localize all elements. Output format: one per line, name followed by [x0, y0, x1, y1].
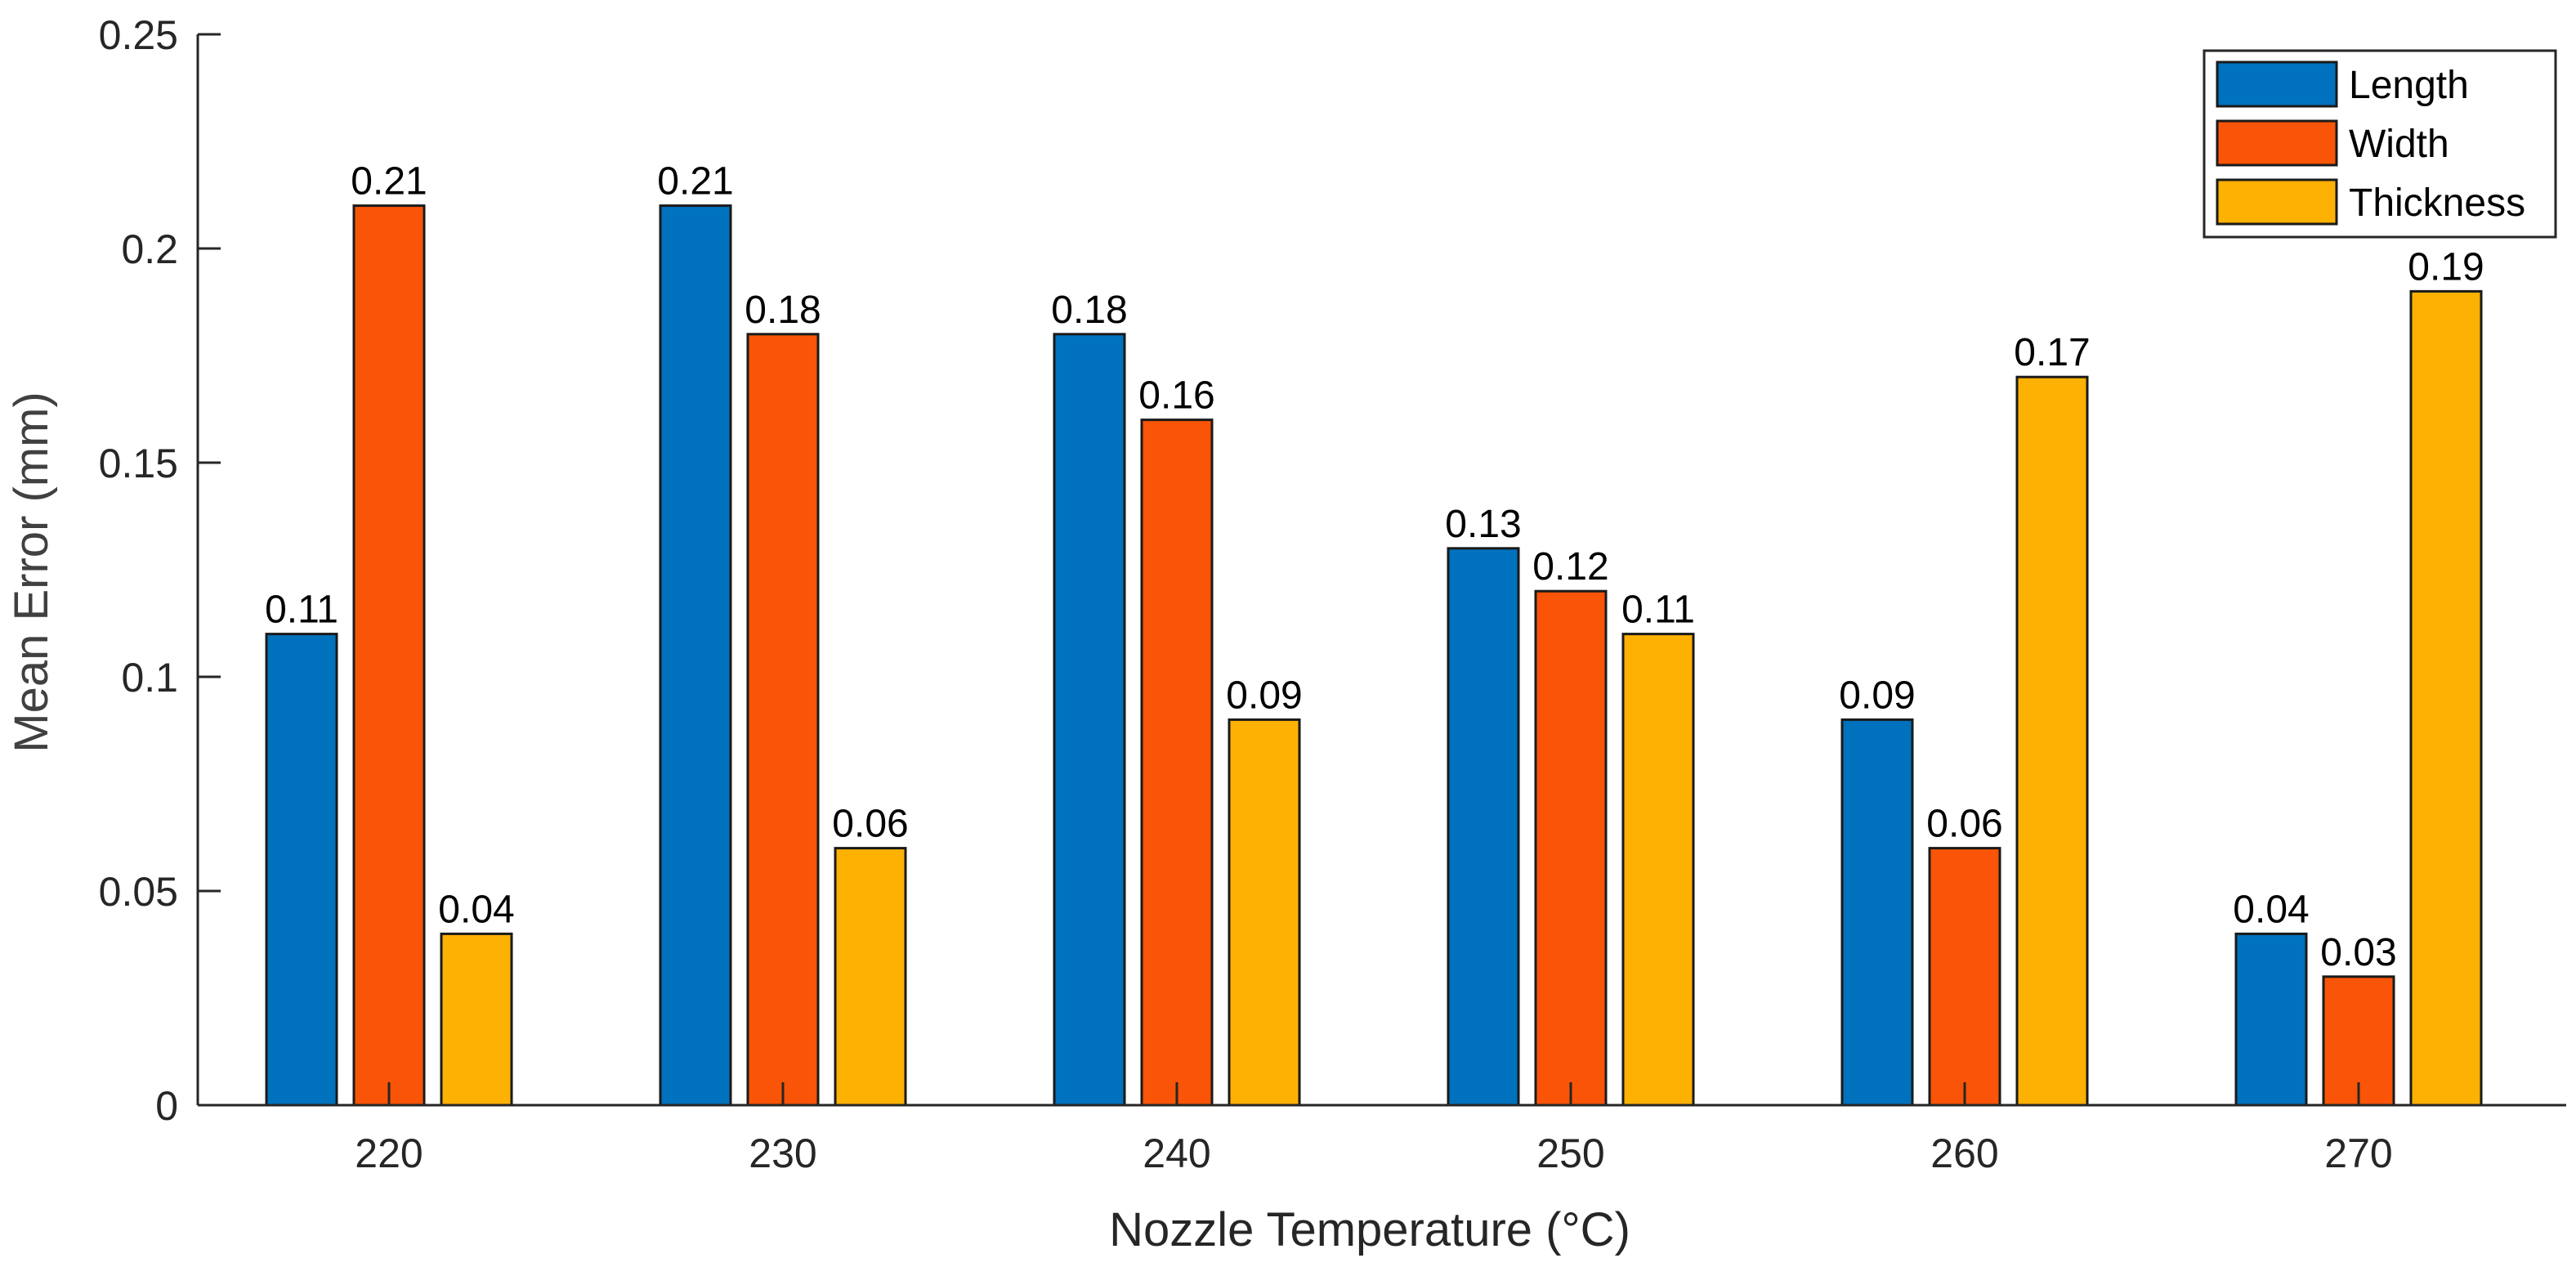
value-label-width-260: 0.06 [1926, 803, 2002, 846]
bar-thickness-220 [440, 932, 513, 1107]
value-label-thickness-270: 0.19 [2408, 245, 2484, 289]
legend: Length Width Thickness [2203, 49, 2557, 239]
bar-width-260 [1928, 847, 2001, 1107]
bar-length-230 [659, 204, 732, 1107]
bar-length-270 [2234, 932, 2308, 1107]
x-tick-label-230: 230 [749, 1130, 816, 1176]
legend-swatch-length [2216, 60, 2338, 108]
bar-length-260 [1840, 718, 1914, 1107]
bar-width-230 [746, 333, 820, 1107]
value-label-thickness-260: 0.17 [2014, 331, 2090, 374]
x-tick-label-250: 250 [1536, 1130, 1604, 1176]
value-label-width-250: 0.12 [1532, 545, 1608, 589]
value-label-length-240: 0.18 [1051, 289, 1127, 332]
x-tick-label-270: 270 [2324, 1130, 2392, 1176]
value-label-thickness-220: 0.04 [438, 888, 514, 931]
x-tick-label-260: 260 [1930, 1130, 1998, 1176]
value-label-length-230: 0.21 [657, 160, 733, 204]
value-label-length-260: 0.09 [1839, 674, 1915, 717]
value-label-length-270: 0.04 [2233, 888, 2309, 931]
bar-width-220 [352, 204, 426, 1107]
value-label-width-240: 0.16 [1138, 374, 1214, 418]
value-label-width-270: 0.03 [2320, 931, 2396, 974]
y-tick-label: 0.15 [99, 441, 178, 486]
legend-label-thickness: Thickness [2349, 181, 2525, 225]
y-tick-label: 0.05 [99, 869, 178, 915]
y-tick-label: 0 [155, 1083, 178, 1129]
value-label-thickness-250: 0.11 [1621, 589, 1695, 632]
x-axis-title: Nozzle Temperature (°C) [1109, 1203, 1630, 1256]
y-axis-title: Mean Error (mm) [5, 392, 58, 752]
value-label-thickness-240: 0.09 [1226, 674, 1302, 717]
y-tick-label: 0.1 [121, 655, 178, 701]
x-tick-label-240: 240 [1143, 1130, 1210, 1176]
legend-swatch-width [2216, 119, 2338, 167]
bar-length-240 [1053, 333, 1126, 1107]
legend-label-width: Width [2349, 123, 2449, 166]
bar-width-250 [1534, 589, 1608, 1107]
x-tick-label-220: 220 [355, 1130, 423, 1176]
bar-thickness-270 [2409, 289, 2483, 1107]
bar-thickness-260 [2015, 375, 2089, 1107]
legend-label-length: Length [2349, 64, 2469, 107]
legend-swatch-thickness [2216, 178, 2338, 226]
value-label-length-250: 0.13 [1445, 503, 1521, 546]
y-tick-label: 0.2 [121, 226, 178, 272]
y-tick-label: 0.25 [99, 12, 178, 58]
bar-width-240 [1140, 419, 1214, 1107]
bar-thickness-230 [834, 847, 907, 1107]
bar-thickness-240 [1228, 718, 1301, 1107]
value-label-length-220: 0.11 [265, 589, 338, 632]
value-label-width-220: 0.21 [351, 160, 427, 204]
value-label-thickness-230: 0.06 [832, 803, 908, 846]
bar-length-250 [1447, 547, 1520, 1107]
bar-length-220 [265, 633, 338, 1107]
value-label-width-230: 0.18 [745, 289, 821, 332]
bar-thickness-250 [1621, 633, 1695, 1107]
